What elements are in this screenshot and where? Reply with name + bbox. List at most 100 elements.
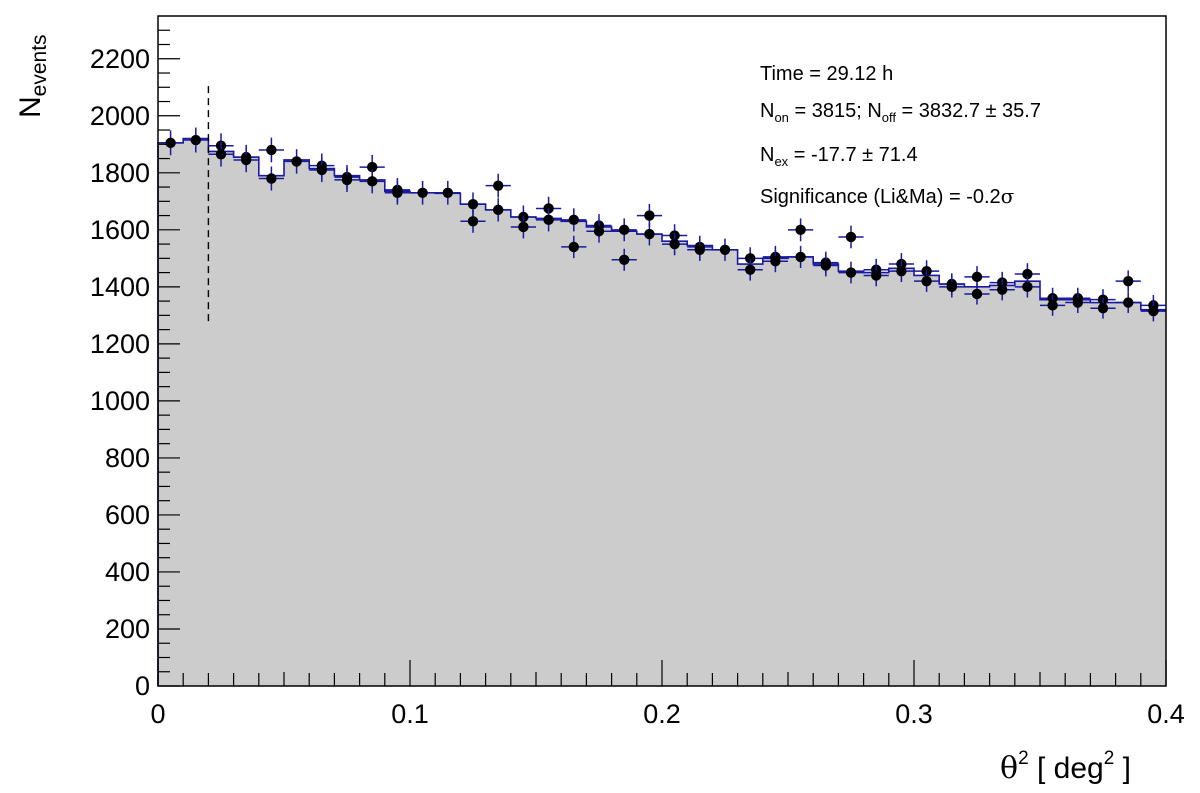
off-bin-bar bbox=[611, 231, 638, 687]
point-marker bbox=[871, 270, 882, 281]
point-marker bbox=[795, 224, 806, 236]
on-data-point bbox=[888, 260, 914, 283]
on-data-point bbox=[359, 154, 385, 180]
on-data-point bbox=[1014, 276, 1040, 298]
on-data-point bbox=[662, 232, 688, 256]
on-data-point bbox=[611, 218, 637, 242]
off-bin-bar bbox=[914, 275, 940, 686]
off-bin-bar bbox=[964, 286, 991, 686]
on-data-point bbox=[359, 169, 385, 194]
point-marker bbox=[971, 288, 983, 300]
off-bin-bar bbox=[561, 221, 587, 686]
point-marker bbox=[619, 224, 630, 236]
point-marker bbox=[719, 244, 731, 255]
on-data-point bbox=[813, 254, 839, 277]
on-data-point bbox=[334, 167, 360, 192]
y-tick-label: 1000 bbox=[90, 386, 150, 416]
off-bin-bar bbox=[712, 249, 739, 686]
point-marker bbox=[367, 161, 378, 173]
off-bin-bar bbox=[359, 179, 386, 687]
point-marker bbox=[316, 164, 327, 176]
on-data-point bbox=[158, 130, 184, 156]
point-marker bbox=[392, 187, 403, 198]
y-tick-label: 1200 bbox=[90, 329, 150, 359]
point-marker bbox=[971, 271, 983, 283]
off-bin-bar bbox=[863, 272, 890, 686]
on-data-point bbox=[485, 173, 511, 198]
off-bin-bar bbox=[838, 271, 865, 686]
on-data-point bbox=[989, 279, 1015, 301]
off-bin-bar bbox=[1090, 302, 1117, 686]
point-marker bbox=[619, 254, 630, 265]
off-bin-bar bbox=[1140, 309, 1167, 686]
on-data-point bbox=[208, 141, 234, 167]
on-data-point bbox=[1040, 294, 1066, 316]
x-tick-label: 0.4 bbox=[1147, 699, 1185, 729]
off-bin-bar bbox=[258, 175, 285, 686]
on-data-point bbox=[561, 235, 587, 259]
off-bin-bar bbox=[989, 285, 1016, 686]
point-marker bbox=[1022, 268, 1033, 280]
on-data-point bbox=[586, 219, 612, 243]
point-marker bbox=[745, 264, 756, 275]
on-data-point bbox=[1115, 270, 1141, 292]
off-bin-bar bbox=[384, 191, 411, 686]
point-marker bbox=[795, 251, 806, 263]
on-data-point bbox=[485, 198, 511, 222]
on-data-point bbox=[687, 238, 713, 261]
on-data-points bbox=[158, 127, 1166, 322]
y-tick-label: 2000 bbox=[90, 101, 150, 131]
on-data-point bbox=[762, 250, 788, 273]
point-marker bbox=[241, 154, 252, 166]
point-marker bbox=[1047, 300, 1058, 311]
stats-nex: Nex = -17.7 ± 71.4 bbox=[760, 144, 918, 169]
point-marker bbox=[367, 176, 378, 187]
y-tick-label: 400 bbox=[105, 557, 150, 587]
point-marker bbox=[568, 241, 579, 253]
y-tick-label: 1600 bbox=[90, 215, 150, 245]
on-data-point bbox=[788, 218, 814, 242]
point-marker bbox=[266, 173, 277, 184]
on-data-point bbox=[737, 258, 763, 281]
stats-box: Time = 29.12 h Non = 3815; Noff = 3832.7… bbox=[760, 63, 1041, 208]
on-data-point bbox=[510, 215, 536, 239]
point-marker bbox=[341, 174, 353, 186]
off-bin-bar bbox=[636, 234, 663, 686]
point-marker bbox=[921, 275, 932, 287]
on-data-point bbox=[611, 248, 637, 271]
y-tick-label: 1400 bbox=[90, 272, 150, 302]
point-marker bbox=[946, 281, 957, 293]
on-data-point bbox=[258, 166, 284, 191]
point-marker bbox=[467, 216, 479, 227]
off-bin-bar bbox=[813, 264, 839, 686]
point-marker bbox=[644, 228, 655, 240]
stats-time: Time = 29.12 h bbox=[760, 63, 893, 85]
off-bin-bar bbox=[1040, 299, 1066, 686]
off-bin-bar bbox=[485, 209, 512, 686]
svg-text:θ2 [ deg2 ]: θ2 [ deg2 ] bbox=[1000, 748, 1131, 786]
on-data-point bbox=[284, 149, 310, 174]
off-bin-bar bbox=[183, 138, 209, 686]
y-axis-title: Nevents bbox=[14, 34, 51, 118]
point-marker bbox=[266, 144, 277, 156]
point-marker bbox=[493, 204, 504, 216]
x-axis-title: θ2 [ deg2 ] bbox=[1000, 748, 1131, 786]
off-bin-bar bbox=[536, 218, 562, 686]
point-marker bbox=[845, 231, 857, 243]
point-marker bbox=[593, 226, 605, 237]
x-tick-label: 0.1 bbox=[391, 699, 429, 729]
off-bin-bar bbox=[158, 142, 184, 687]
off-bin-bar bbox=[460, 204, 487, 686]
y-tick-label: 800 bbox=[105, 443, 150, 473]
off-bin-bar bbox=[309, 168, 335, 686]
y-tick-label: 0 bbox=[135, 671, 150, 701]
point-marker bbox=[493, 180, 504, 191]
on-data-point bbox=[712, 238, 738, 261]
point-marker bbox=[770, 255, 781, 267]
point-marker bbox=[845, 267, 857, 278]
stats-significance: Significance (Li&Ma) = -0.2σ bbox=[760, 184, 1015, 208]
off-bin-bar bbox=[1115, 302, 1142, 686]
on-data-point bbox=[1065, 292, 1091, 313]
point-marker bbox=[543, 214, 554, 226]
